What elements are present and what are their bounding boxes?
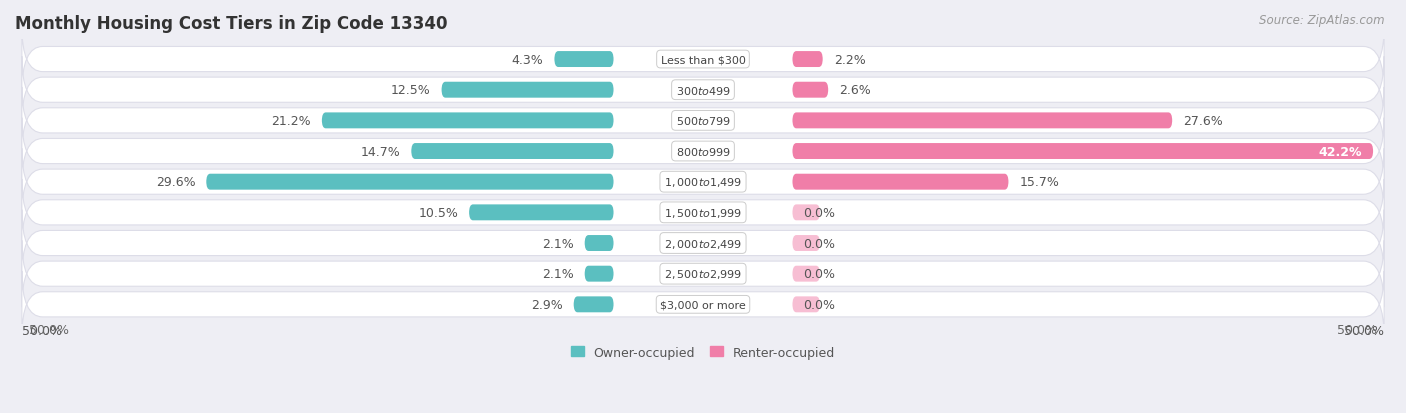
FancyBboxPatch shape: [793, 174, 1008, 190]
FancyBboxPatch shape: [793, 235, 820, 252]
FancyBboxPatch shape: [22, 149, 1384, 216]
Legend: Owner-occupied, Renter-occupied: Owner-occupied, Renter-occupied: [567, 341, 839, 364]
Text: 50.0%: 50.0%: [1344, 324, 1384, 337]
Text: 10.5%: 10.5%: [418, 206, 458, 219]
FancyBboxPatch shape: [22, 118, 1384, 185]
FancyBboxPatch shape: [793, 205, 820, 221]
Text: 50.0%: 50.0%: [22, 324, 62, 337]
Text: 21.2%: 21.2%: [271, 114, 311, 128]
Text: 2.2%: 2.2%: [834, 53, 866, 66]
Text: 0.0%: 0.0%: [803, 237, 835, 250]
Text: 42.2%: 42.2%: [1319, 145, 1362, 158]
Text: $1,000 to $1,499: $1,000 to $1,499: [664, 176, 742, 189]
Text: 50.0%: 50.0%: [1337, 323, 1378, 336]
Text: 27.6%: 27.6%: [1184, 114, 1223, 128]
Text: 0.0%: 0.0%: [803, 206, 835, 219]
FancyBboxPatch shape: [22, 180, 1384, 246]
Text: $2,000 to $2,499: $2,000 to $2,499: [664, 237, 742, 250]
Text: $500 to $799: $500 to $799: [675, 115, 731, 127]
FancyBboxPatch shape: [793, 297, 820, 313]
FancyBboxPatch shape: [22, 271, 1384, 338]
Text: Monthly Housing Cost Tiers in Zip Code 13340: Monthly Housing Cost Tiers in Zip Code 1…: [15, 15, 447, 33]
Text: 2.9%: 2.9%: [531, 298, 562, 311]
Text: Less than $300: Less than $300: [661, 55, 745, 65]
FancyBboxPatch shape: [793, 52, 823, 68]
FancyBboxPatch shape: [22, 88, 1384, 154]
FancyBboxPatch shape: [793, 266, 820, 282]
FancyBboxPatch shape: [470, 205, 613, 221]
Text: $800 to $999: $800 to $999: [675, 146, 731, 158]
Text: $1,500 to $1,999: $1,500 to $1,999: [664, 206, 742, 219]
FancyBboxPatch shape: [585, 266, 613, 282]
FancyBboxPatch shape: [22, 57, 1384, 124]
FancyBboxPatch shape: [22, 26, 1384, 93]
Text: 29.6%: 29.6%: [156, 176, 195, 189]
Text: 4.3%: 4.3%: [512, 53, 543, 66]
FancyBboxPatch shape: [412, 144, 613, 159]
Text: 14.7%: 14.7%: [360, 145, 401, 158]
FancyBboxPatch shape: [793, 113, 1173, 129]
Text: 2.1%: 2.1%: [541, 237, 574, 250]
FancyBboxPatch shape: [207, 174, 613, 190]
Text: $2,500 to $2,999: $2,500 to $2,999: [664, 268, 742, 280]
Text: Source: ZipAtlas.com: Source: ZipAtlas.com: [1260, 14, 1385, 27]
FancyBboxPatch shape: [585, 235, 613, 252]
FancyBboxPatch shape: [554, 52, 613, 68]
FancyBboxPatch shape: [22, 241, 1384, 307]
Text: 0.0%: 0.0%: [803, 298, 835, 311]
FancyBboxPatch shape: [793, 83, 828, 98]
Text: 2.1%: 2.1%: [541, 268, 574, 280]
FancyBboxPatch shape: [322, 113, 613, 129]
Text: $3,000 or more: $3,000 or more: [661, 299, 745, 310]
Text: 2.6%: 2.6%: [839, 84, 870, 97]
FancyBboxPatch shape: [441, 83, 613, 98]
Text: $300 to $499: $300 to $499: [675, 85, 731, 97]
FancyBboxPatch shape: [22, 210, 1384, 277]
Text: 12.5%: 12.5%: [391, 84, 430, 97]
Text: 0.0%: 0.0%: [803, 268, 835, 280]
FancyBboxPatch shape: [793, 144, 1374, 159]
Text: 15.7%: 15.7%: [1019, 176, 1059, 189]
Text: 50.0%: 50.0%: [28, 323, 69, 336]
FancyBboxPatch shape: [574, 297, 613, 313]
